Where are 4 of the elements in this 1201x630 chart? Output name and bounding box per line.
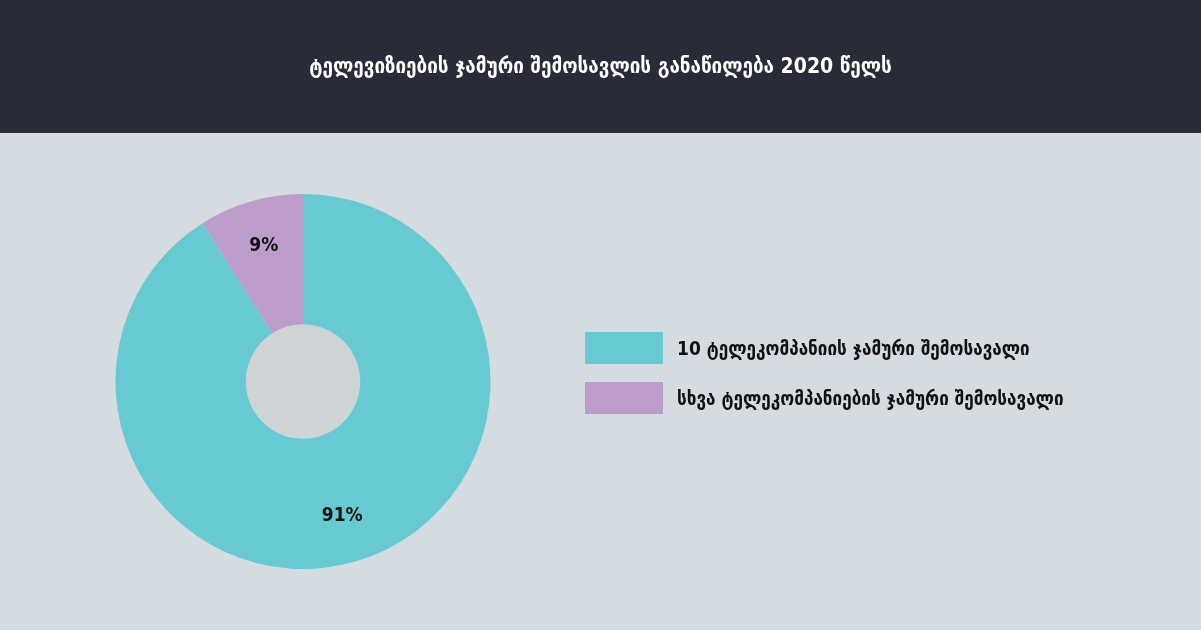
legend-label: სხვა ტელეკომპანიების ჯამური შემოსავალი (677, 387, 1064, 409)
legend-label: 10 ტელეკომპანიის ჯამური შემოსავალი (677, 337, 1030, 359)
data-label: 9% (249, 233, 279, 256)
data-label: 91% (321, 503, 363, 526)
